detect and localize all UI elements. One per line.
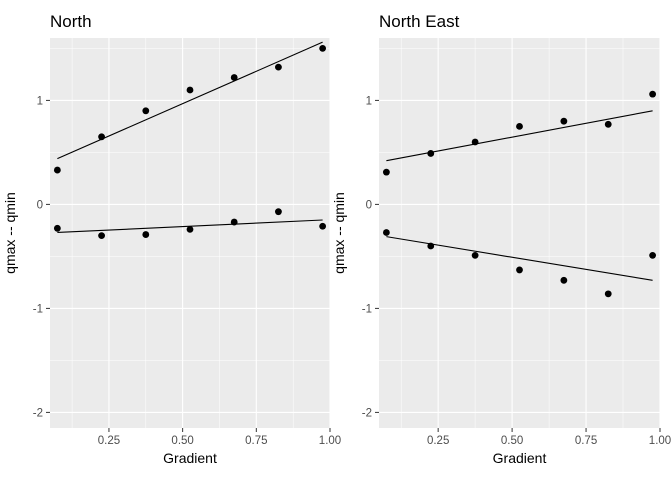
plot-background	[379, 38, 660, 428]
data-point	[649, 90, 657, 98]
x-tick-label: 0.25	[98, 435, 120, 447]
data-point	[382, 168, 390, 176]
data-point	[186, 225, 194, 233]
x-tick-label: 0.50	[171, 435, 193, 447]
data-point	[560, 276, 568, 284]
data-point	[98, 232, 105, 240]
data-point	[98, 133, 105, 141]
data-point	[53, 224, 61, 232]
y-tick-label: 1	[37, 95, 43, 107]
x-axis-title: Gradient	[493, 450, 547, 466]
data-point	[427, 242, 435, 250]
data-point	[275, 63, 282, 71]
y-tick-label: -1	[33, 303, 43, 315]
data-point	[471, 138, 479, 146]
data-point	[382, 229, 390, 236]
data-point	[649, 251, 657, 259]
data-point	[142, 107, 150, 115]
y-axis-title: qmax -- qmin	[331, 192, 347, 274]
panel-1: 0.25 0.50 0.75 1.00 -2 -1 0 1 North Gradient qmax …	[2, 12, 341, 466]
data-point	[560, 117, 568, 125]
y-axis-title: qmax -- qmin	[2, 192, 18, 274]
panel-title: North	[50, 12, 92, 31]
x-tick-label: 1.00	[319, 435, 341, 447]
data-point	[427, 150, 435, 157]
x-tick-label: 0.50	[501, 435, 523, 447]
panel-title: North East	[379, 12, 460, 31]
data-point	[604, 120, 612, 128]
panel-2: 0.25 0.50 0.75 1.00 -2 -1 0 1 North East Gradient…	[331, 12, 671, 466]
y-tick-label: -1	[362, 303, 372, 315]
data-point	[319, 45, 327, 52]
data-point	[230, 218, 238, 226]
data-point	[230, 74, 238, 81]
data-point	[319, 222, 327, 230]
data-point	[53, 166, 61, 174]
y-tick-label: -2	[33, 407, 43, 419]
x-tick-label: 0.75	[575, 435, 597, 447]
data-point	[186, 86, 194, 94]
data-point	[516, 266, 523, 274]
y-tick-label: -2	[362, 407, 372, 419]
data-point	[275, 208, 282, 216]
data-point	[516, 123, 523, 130]
y-tick-label: 0	[37, 199, 43, 211]
x-tick-label: 0.75	[245, 435, 267, 447]
data-point	[604, 290, 612, 298]
data-point	[142, 231, 150, 238]
y-tick-label: 1	[366, 95, 372, 107]
plot-background	[50, 38, 330, 428]
x-axis-title: Gradient	[163, 450, 217, 466]
x-tick-label: 1.00	[649, 435, 671, 447]
y-tick-label: 0	[366, 199, 372, 211]
data-point	[471, 251, 479, 259]
x-tick-label: 0.25	[427, 435, 449, 447]
